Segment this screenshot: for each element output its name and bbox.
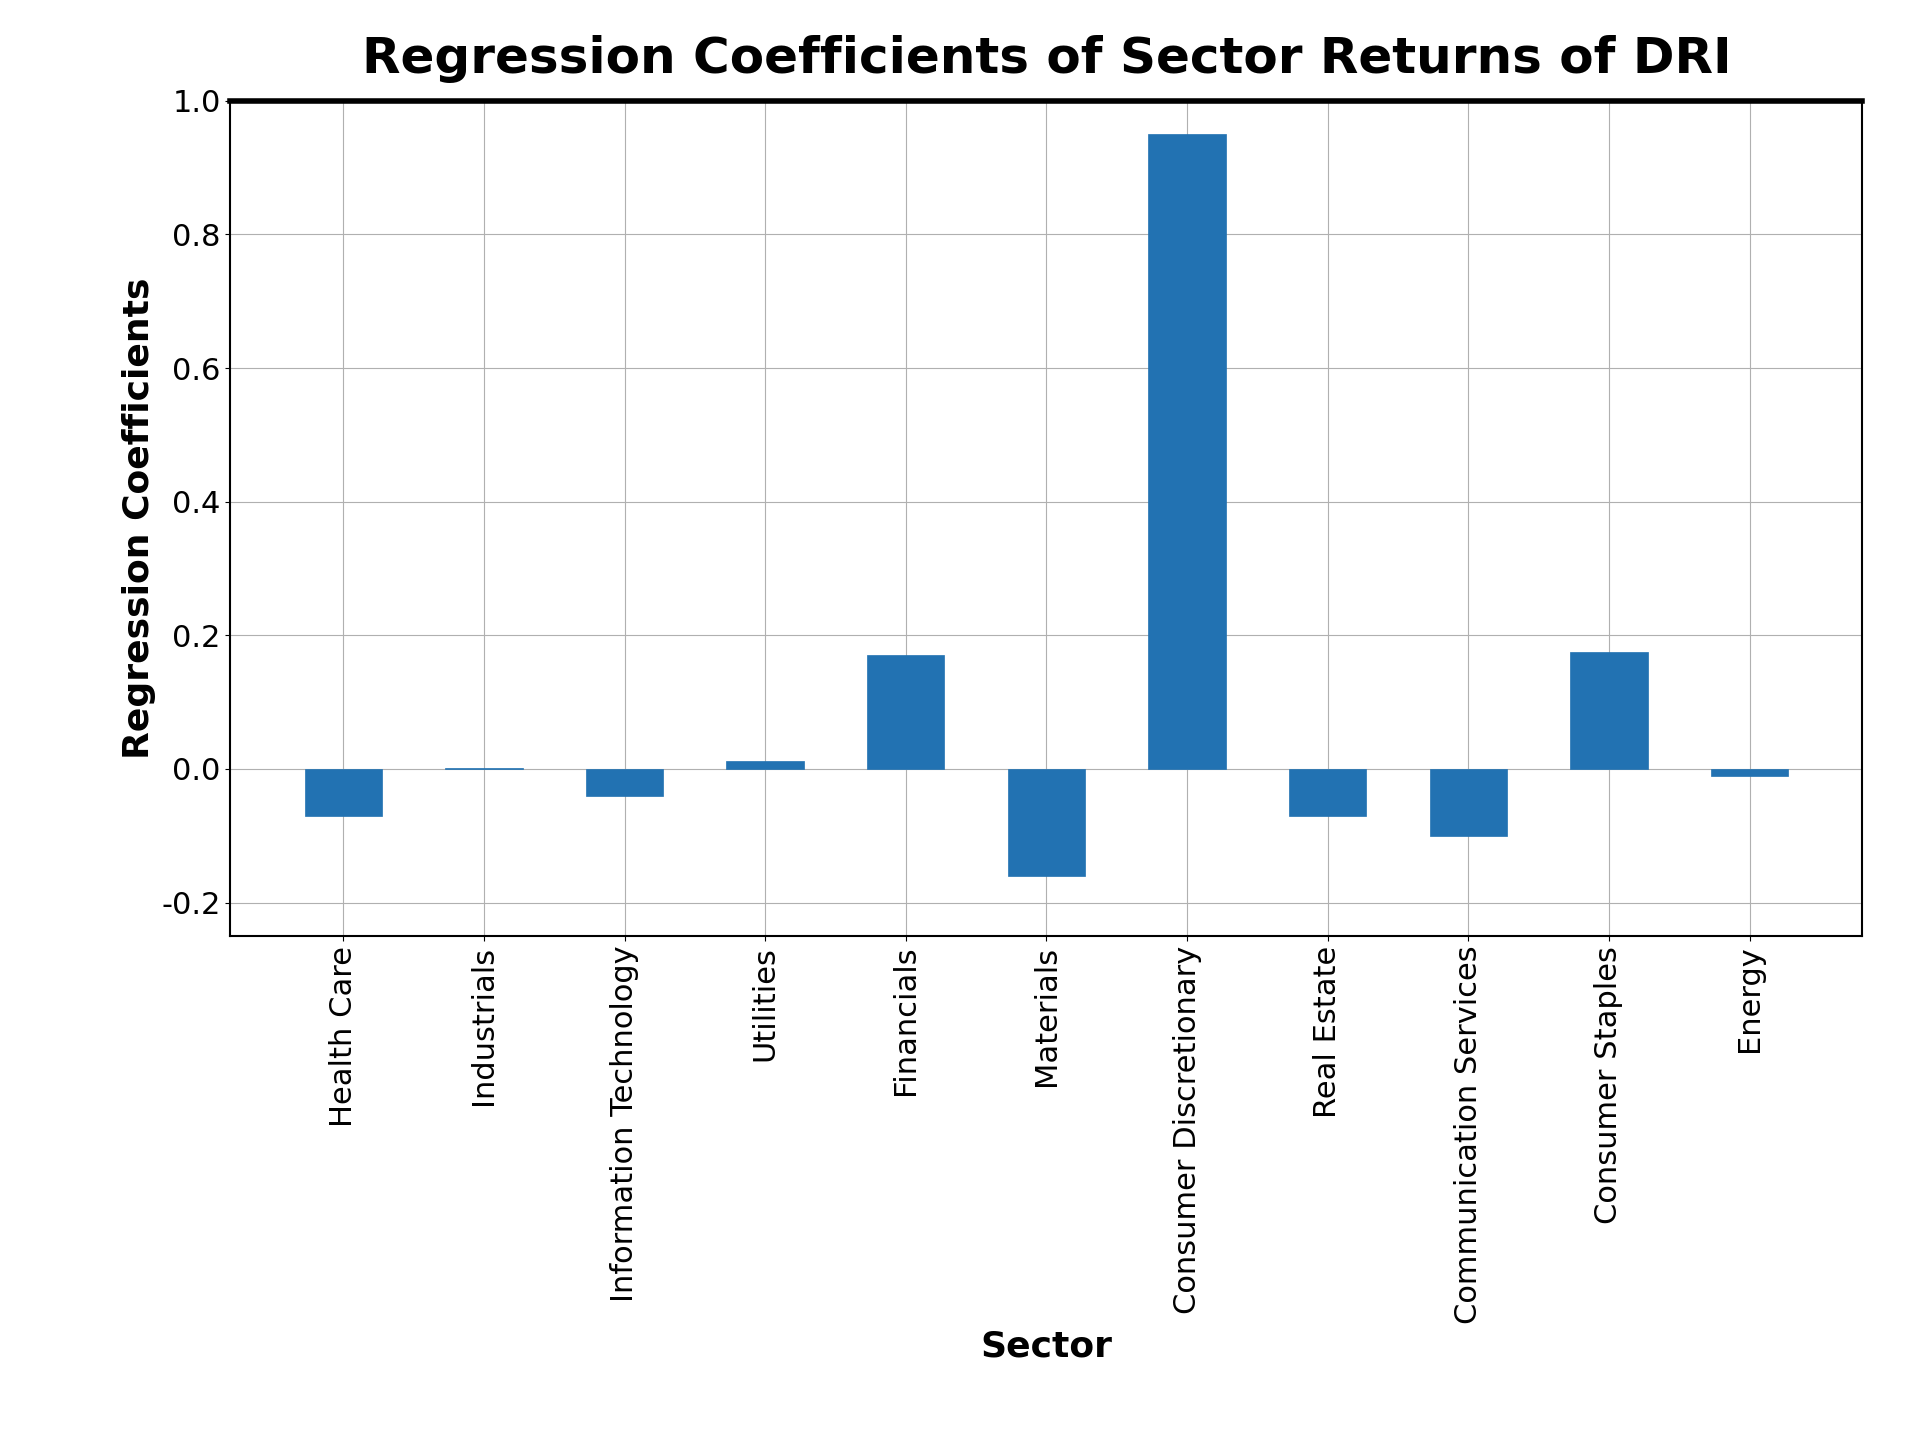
X-axis label: Sector: Sector bbox=[981, 1331, 1112, 1364]
Bar bbox=[1288, 769, 1367, 815]
Bar bbox=[586, 769, 662, 796]
Y-axis label: Regression Coefficients: Regression Coefficients bbox=[121, 278, 156, 759]
Bar bbox=[1148, 134, 1225, 769]
Title: Regression Coefficients of Sector Returns of DRI: Regression Coefficients of Sector Return… bbox=[361, 35, 1732, 84]
Bar bbox=[305, 769, 382, 815]
Bar bbox=[726, 760, 804, 769]
Bar bbox=[868, 655, 945, 769]
Bar bbox=[1711, 769, 1788, 776]
Bar bbox=[1430, 769, 1507, 835]
Bar bbox=[1571, 652, 1647, 769]
Bar bbox=[1008, 769, 1085, 876]
